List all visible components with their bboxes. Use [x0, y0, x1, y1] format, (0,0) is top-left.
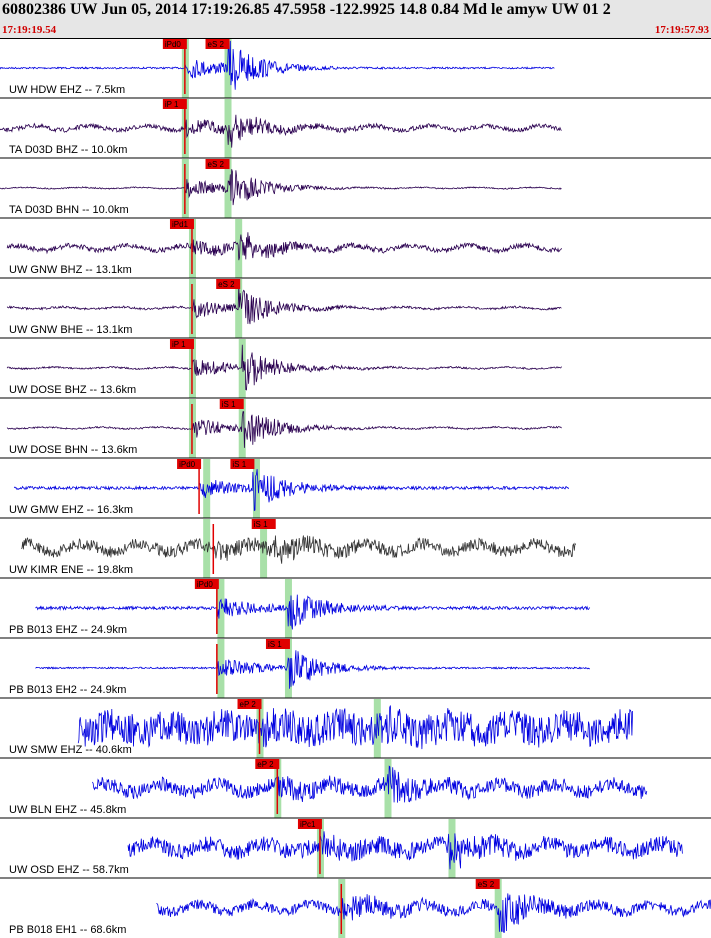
pick-label: eS 2 — [208, 40, 225, 49]
pick-label: iPc1 — [300, 820, 316, 829]
pick-flag — [205, 39, 230, 49]
pick-label: iP 1 — [165, 100, 179, 109]
pick-flag — [475, 879, 500, 889]
waveform — [0, 114, 562, 148]
trace-row: iP 1 UW DOSE BHZ -- 13.6km — [0, 337, 711, 398]
pick-label: eP 2 — [257, 760, 274, 769]
trace-label: UW OSD EHZ -- 58.7km — [9, 864, 129, 876]
waveform — [35, 594, 591, 630]
pick-window — [494, 879, 502, 938]
pick-flag — [251, 519, 276, 529]
trace-row: iPd1 UW GNW BHZ -- 13.1km — [0, 217, 711, 278]
pick-window — [235, 279, 243, 338]
pick-window — [252, 459, 260, 518]
pick-window — [448, 819, 456, 878]
pick-window — [217, 579, 225, 638]
pick-window — [224, 39, 232, 98]
waveform — [6, 411, 562, 448]
pick-label: iPd0 — [179, 460, 196, 469]
trace-row: iPd0 PB B013 EHZ -- 24.9km — [0, 577, 711, 638]
trace-row: eS 2 PB B018 EH1 -- 68.6km — [0, 877, 711, 938]
waveform — [6, 344, 562, 391]
trace-label: UW HDW EHZ -- 7.5km — [9, 84, 125, 96]
pick-label: iPd0 — [197, 580, 214, 589]
pick-flag — [194, 579, 219, 589]
pick-flag — [169, 219, 194, 229]
trace-row: eS 2 TA D03D BHN -- 10.0km — [0, 157, 711, 218]
pick-window — [224, 99, 232, 158]
pick-flag — [230, 459, 255, 469]
trace-label: UW GNW BHZ -- 13.1km — [9, 264, 132, 276]
pick-flag — [205, 159, 230, 169]
pick-label: iS 1 — [222, 400, 236, 409]
pick-label: eS 2 — [478, 880, 495, 889]
pick-window — [238, 339, 246, 398]
trace-label: UW DOSE BHN -- 13.6km — [9, 444, 137, 456]
pick-flag — [162, 39, 187, 49]
trace-row: eP 2 UW SMW EHZ -- 40.6km — [0, 697, 711, 758]
pick-label: eP 2 — [240, 700, 257, 709]
waveform — [6, 284, 562, 325]
pick-label: iS 1 — [254, 520, 268, 529]
event-title: 60802386 UW Jun 05, 2014 17:19:26.85 47.… — [2, 1, 611, 18]
pick-window — [373, 699, 381, 758]
pick-flag — [265, 639, 290, 649]
pick-flag — [237, 699, 262, 709]
trace-label: UW GMW EHZ -- 16.3km — [9, 504, 133, 516]
waveform — [21, 535, 577, 564]
trace-row: iS 1 UW DOSE BHN -- 13.6km — [0, 397, 711, 458]
pick-flag — [219, 399, 244, 409]
trace-row: eS 2 UW GNW BHE -- 13.1km — [0, 277, 711, 338]
pick-flag — [255, 759, 280, 769]
pick-flag — [169, 339, 194, 349]
waveform — [156, 893, 711, 933]
trace-row: iS 1 UW KIMR ENE -- 19.8km — [0, 517, 711, 578]
pick-window — [235, 219, 243, 278]
trace-label: PB B013 EH2 -- 24.9km — [9, 684, 126, 696]
pick-label: iS 1 — [268, 640, 282, 649]
pick-label: iS 1 — [232, 460, 246, 469]
trace-label: UW BLN EHZ -- 45.8km — [9, 804, 126, 816]
trace-label: UW SMW EHZ -- 40.6km — [9, 744, 132, 756]
trace-label: UW GNW BHE -- 13.1km — [9, 324, 132, 336]
pick-window — [260, 519, 268, 578]
pick-label: iPd1 — [172, 220, 189, 229]
trace-row: eP 2 UW BLN EHZ -- 45.8km — [0, 757, 711, 818]
pick-flag — [162, 99, 187, 109]
trace-row: iPd0 iS 1 UW GMW EHZ -- 16.3km — [0, 457, 711, 518]
waveform — [6, 232, 562, 261]
pick-label: eS 2 — [218, 280, 235, 289]
pick-flag — [216, 279, 241, 289]
end-time: 17:19:57.93 — [654, 24, 709, 36]
waveform — [35, 650, 590, 689]
waveform — [0, 169, 562, 206]
trace-label: TA D03D BHN -- 10.0km — [9, 204, 129, 216]
waveform — [13, 469, 569, 512]
trace-row: iS 1 PB B013 EH2 -- 24.9km — [0, 637, 711, 698]
waveform — [127, 831, 683, 870]
start-time: 17:19:19.54 — [2, 24, 57, 36]
pick-window — [203, 519, 211, 578]
event-header: 60802386 UW Jun 05, 2014 17:19:26.85 47.… — [0, 0, 711, 39]
pick-flag — [297, 819, 322, 829]
trace-label: TA D03D BHZ -- 10.0km — [9, 144, 127, 156]
trace-label: UW DOSE BHZ -- 13.6km — [9, 384, 136, 396]
pick-label: iPd0 — [165, 40, 182, 49]
trace-row: iP 1 TA D03D BHZ -- 10.0km — [0, 97, 711, 158]
pick-label: iP 1 — [172, 340, 186, 349]
waveform — [0, 40, 555, 90]
trace-label: UW KIMR ENE -- 19.8km — [9, 564, 133, 576]
trace-row: iPd0 eS 2 UW HDW EHZ -- 7.5km — [0, 38, 711, 98]
trace-row: iPc1 UW OSD EHZ -- 58.7km — [0, 817, 711, 878]
waveform — [92, 765, 648, 803]
pick-window — [284, 639, 292, 698]
seismogram-plot: iPd0 eS 2 UW HDW EHZ -- 7.5km iP 1 TA D03D B… — [0, 38, 711, 938]
pick-label: eS 2 — [208, 160, 225, 169]
pick-window — [238, 399, 246, 458]
trace-label: PB B018 EH1 -- 68.6km — [9, 924, 126, 936]
waveform — [77, 705, 633, 750]
trace-label: PB B013 EHZ -- 24.9km — [9, 624, 127, 636]
pick-flag — [177, 459, 202, 469]
